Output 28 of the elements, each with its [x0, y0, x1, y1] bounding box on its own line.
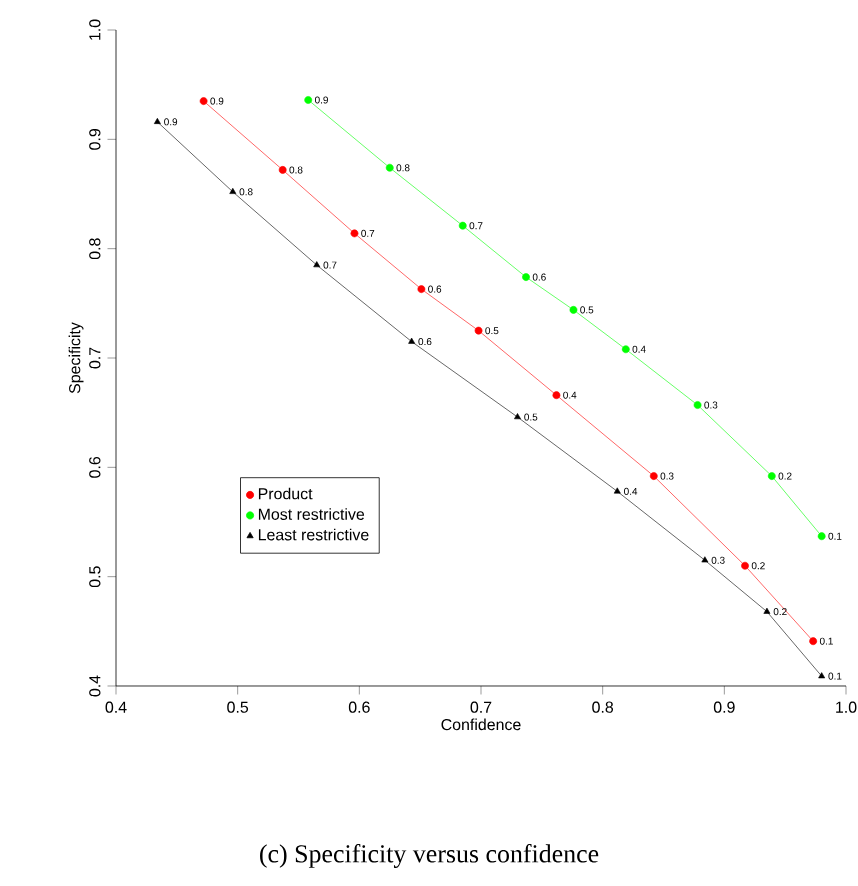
point	[313, 261, 321, 268]
point	[304, 96, 313, 104]
point	[817, 532, 826, 541]
text: (c) Specificity versus confidence	[260, 844, 599, 868]
point	[741, 561, 749, 570]
point	[649, 472, 658, 480]
point	[278, 166, 287, 174]
point	[552, 391, 561, 400]
point	[458, 221, 467, 230]
point	[514, 413, 521, 420]
point	[767, 472, 776, 480]
point	[763, 607, 771, 614]
point	[569, 306, 578, 314]
point	[613, 487, 621, 494]
point	[818, 672, 826, 679]
point	[809, 637, 818, 646]
point	[153, 117, 161, 124]
point	[701, 556, 709, 563]
point	[417, 285, 426, 294]
point	[408, 337, 416, 344]
point	[474, 326, 483, 335]
point	[522, 273, 530, 281]
point	[350, 229, 359, 238]
point	[385, 163, 394, 172]
point	[229, 187, 237, 194]
point	[693, 401, 702, 409]
point	[621, 345, 630, 354]
point	[199, 97, 208, 105]
